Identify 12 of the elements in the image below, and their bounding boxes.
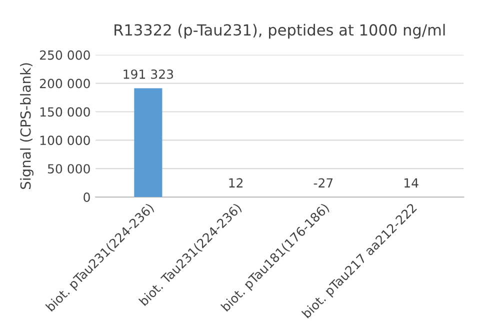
y-tick-label: 150 000 <box>40 107 90 117</box>
data-label: -27 <box>314 178 333 188</box>
y-tick-label: 50 000 <box>48 164 90 174</box>
data-label: 14 <box>404 178 418 188</box>
y-tick-label: 100 000 <box>40 136 90 146</box>
data-label: 12 <box>229 178 243 188</box>
data-label: 191 323 <box>124 69 174 79</box>
y-tick-label: 200 000 <box>40 78 90 88</box>
chart-title: R13322 (p-Tau231), peptides at 1000 ng/ml <box>114 24 445 39</box>
y-tick-label: 250 000 <box>40 50 90 60</box>
y-tick-label: 0 <box>84 192 90 202</box>
y-axis-title: Signal (CPS-blank) <box>20 63 34 189</box>
